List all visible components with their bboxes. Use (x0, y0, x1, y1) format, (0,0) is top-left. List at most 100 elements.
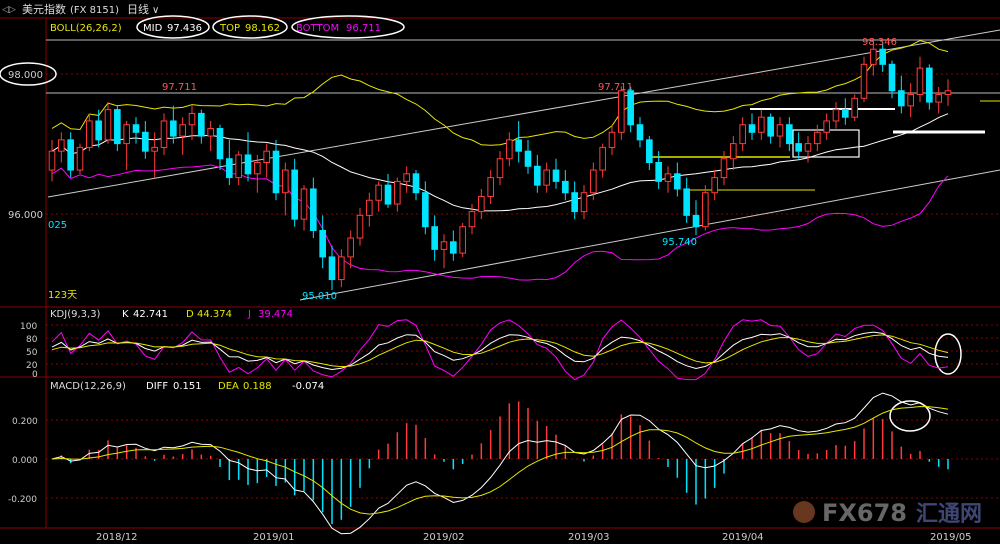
candle-body (748, 124, 756, 133)
candle-body (142, 131, 149, 152)
kdj-axis-label: 100 (20, 322, 37, 332)
candle-body (291, 169, 298, 220)
candle-body (76, 146, 84, 171)
candle-body (403, 173, 410, 182)
nav-arrows-icon[interactable]: ◁▷ (2, 5, 16, 15)
candle-body (636, 124, 644, 141)
candle-body (571, 192, 578, 213)
candle-body (916, 67, 924, 96)
candle-body (702, 192, 709, 228)
macd-dea-label: DEA (218, 381, 239, 392)
candle-body (944, 90, 952, 96)
candle-body (459, 226, 466, 254)
price-axis-label: 96.000 (8, 210, 43, 221)
candle-body (375, 184, 382, 201)
mid-highlight-circle (136, 15, 210, 39)
candle-body (543, 169, 550, 186)
x-axis-label: 2019/02 (423, 532, 465, 543)
top-value: 98.162 (245, 23, 280, 34)
candle-body (356, 214, 364, 239)
candle-body (319, 229, 326, 258)
candle-body (207, 128, 214, 137)
boll-bottom-line (51, 164, 949, 281)
x-axis-label: 2019/03 (568, 532, 610, 543)
candle-body (739, 124, 746, 145)
candle-body (347, 237, 354, 258)
candle-body (198, 112, 205, 137)
watermark-cn: 汇通网 (916, 502, 982, 527)
candle-body (935, 94, 942, 103)
candle-body (272, 150, 280, 194)
consolidation-box (792, 129, 860, 158)
candle-body (431, 226, 438, 250)
watermark-icon (793, 501, 815, 523)
candle-body (132, 124, 140, 133)
macd-lines (51, 392, 949, 535)
macd-axis-label: 0.000 (12, 456, 38, 466)
candle-body (328, 256, 336, 281)
boll-top-line (51, 39, 949, 146)
kdj-j-label: J (247, 309, 251, 320)
candle-body (683, 188, 690, 216)
candle-body (151, 146, 158, 152)
kdj-axis-label: 80 (26, 335, 38, 345)
top-label: TOP (219, 23, 240, 34)
x-axis-label: 2019/04 (722, 532, 764, 543)
candle-body (851, 97, 858, 118)
kdj-k-label: K (122, 309, 129, 320)
candle-body (926, 67, 933, 103)
kdj-lines (51, 319, 949, 381)
candle-body (226, 158, 233, 179)
candle-body (282, 169, 289, 194)
days-count-label: 123天 (48, 290, 77, 301)
boll-name: BOLL(26,26,2) (50, 23, 122, 34)
candle-body (580, 192, 588, 213)
kdj-highlight-circle (934, 333, 962, 375)
candle-body (552, 169, 560, 182)
candle-body (618, 90, 625, 133)
kdj-k-line (51, 331, 949, 371)
bottom-highlight-circle (291, 15, 405, 39)
x-axis-label: 2018/12 (96, 532, 138, 543)
macd-name: MACD(12,26,9) (50, 381, 126, 392)
macd-diff-line (51, 392, 949, 535)
boll-legend: BOLL(26,26,2) MID 97.436 TOP 98.162 BOTT… (50, 15, 405, 39)
candle-body (366, 199, 373, 216)
header: ◁▷ 美元指数 (FX 8151) 日线 ∨ (2, 2, 159, 16)
candle-body (655, 162, 662, 182)
x-axis-label: 2019/01 (253, 532, 295, 543)
candle-body (422, 192, 429, 228)
top-highlight-circle (212, 15, 288, 39)
candle-body (599, 146, 606, 171)
lower-channel-line (299, 169, 1000, 301)
kdj-d-value: 44.374 (197, 309, 232, 320)
candle-body (776, 124, 784, 137)
candle-body (506, 139, 513, 160)
candle-body (468, 211, 476, 228)
candle-body (235, 154, 242, 179)
candle-body (590, 169, 597, 194)
macd-dea-line (51, 405, 949, 515)
macd-diff-value: 0.151 (173, 381, 202, 392)
price-gridlines (46, 73, 1000, 499)
kdj-j-value: 39.474 (258, 309, 293, 320)
chevron-down-icon[interactable]: ∨ (152, 5, 159, 16)
candle-body (179, 124, 186, 137)
kdj-axis-label: 50 (26, 348, 38, 358)
candle-body (338, 256, 345, 281)
candle-body (216, 128, 224, 160)
mid-label: MID (143, 23, 163, 34)
candle-body (870, 48, 877, 65)
price-annotations: 97.711 97.711 98.346 95.010 95.740 025 1… (48, 37, 897, 302)
candle-body (524, 150, 532, 167)
period-selector[interactable]: 日线 (127, 2, 149, 16)
candle-body (674, 173, 681, 190)
candle-body (758, 116, 765, 133)
candle-body (842, 109, 849, 118)
candle-body (450, 241, 457, 254)
macd-axis-label: -0.200 (8, 495, 37, 505)
candle-body (730, 143, 737, 160)
candles (48, 38, 952, 291)
candle-body (478, 195, 485, 213)
high-label-2: 97.711 (598, 82, 633, 93)
